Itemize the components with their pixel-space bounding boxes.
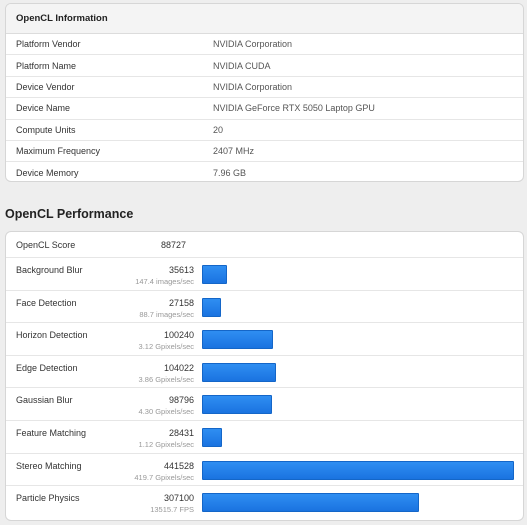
benchmark-throughput: 3.12 Gpixels/sec	[138, 342, 194, 352]
benchmark-throughput: 3.86 Gpixels/sec	[138, 374, 194, 384]
benchmark-row: Background Blur 35613 147.4 images/sec	[6, 258, 523, 291]
benchmark-bar	[202, 460, 514, 480]
benchmark-row: Face Detection 27158 88.7 images/sec	[6, 291, 523, 324]
benchmark-row: Horizon Detection 100240 3.12 Gpixels/sec	[6, 323, 523, 356]
benchmark-score: 98796	[168, 395, 194, 406]
opencl-performance-card: OpenCL Score 88727 Background Blur 35613 1…	[5, 231, 524, 521]
benchmark-score: 100240	[163, 330, 194, 341]
benchmark-name: Stereo Matching	[16, 460, 82, 471]
benchmark-throughput: 13515.7 FPS	[150, 505, 194, 515]
benchmark-name: Gaussian Blur	[16, 395, 73, 406]
opencl-information-card: OpenCL Information Platform Vendor NVIDI…	[5, 3, 524, 182]
score-row: OpenCL Score 88727	[6, 232, 523, 258]
benchmark-bar	[202, 297, 221, 317]
benchmark-bar	[202, 362, 276, 382]
benchmark-name: Edge Detection	[16, 362, 78, 373]
info-value: NVIDIA CUDA	[213, 60, 271, 71]
benchmark-row: Gaussian Blur 98796 4.30 Gpixels/sec	[6, 388, 523, 421]
info-table: Platform Vendor NVIDIA Corporation Platf…	[6, 34, 523, 181]
benchmark-score: 104022	[163, 362, 194, 373]
info-label: Maximum Frequency	[16, 146, 101, 157]
benchmark-row: Feature Matching 28431 1.12 Gpixels/sec	[6, 421, 523, 454]
benchmark-score: 27158	[168, 297, 194, 308]
benchmark-row: Particle Physics 307100 13515.7 FPS	[6, 486, 523, 519]
benchmark-bar	[202, 395, 272, 415]
benchmark-row: Stereo Matching 441528 419.7 Gpixels/sec	[6, 454, 523, 487]
info-value: 20	[213, 124, 224, 135]
info-row: Platform Name NVIDIA CUDA	[6, 55, 523, 77]
benchmark-name: Face Detection	[16, 297, 77, 308]
info-label: Platform Vendor	[16, 39, 81, 50]
info-row: Device Vendor NVIDIA Corporation	[6, 77, 523, 99]
benchmark-name: Horizon Detection	[16, 330, 88, 341]
benchmark-throughput: 1.12 Gpixels/sec	[138, 439, 194, 449]
info-value: NVIDIA Corporation	[213, 81, 293, 92]
info-row: Compute Units 20	[6, 120, 523, 141]
benchmark-list: Background Blur 35613 147.4 images/sec Face…	[6, 258, 523, 519]
info-label: Platform Name	[16, 60, 77, 71]
score-label: OpenCL Score	[16, 239, 76, 250]
benchmark-row: Edge Detection 104022 3.86 Gpixels/sec	[6, 356, 523, 389]
info-label: Device Name	[16, 103, 71, 114]
benchmark-name: Background Blur	[16, 265, 83, 275]
benchmark-bar	[202, 427, 222, 447]
info-value: NVIDIA GeForce RTX 5050 Laptop GPU	[213, 103, 375, 114]
score-value: 88727	[160, 239, 186, 250]
benchmark-throughput: 147.4 images/sec	[135, 277, 194, 286]
benchmark-score: 28431	[168, 427, 194, 438]
info-row: Device Name NVIDIA GeForce RTX 5050 Lapt…	[6, 98, 523, 120]
info-row: Platform Vendor NVIDIA Corporation	[6, 34, 523, 56]
benchmark-bar	[202, 265, 227, 284]
benchmark-throughput: 4.30 Gpixels/sec	[138, 407, 194, 417]
info-value: NVIDIA Corporation	[213, 39, 293, 50]
section-title: OpenCL Performance	[5, 207, 134, 221]
info-row: Device Memory 7.96 GB	[6, 162, 523, 181]
info-label: Device Vendor	[16, 81, 75, 92]
info-value: 2407 MHz	[213, 146, 255, 157]
benchmark-throughput: 419.7 Gpixels/sec	[134, 472, 194, 482]
info-label: Compute Units	[16, 124, 76, 135]
info-row: Maximum Frequency 2407 MHz	[6, 141, 523, 163]
benchmark-throughput: 88.7 images/sec	[139, 309, 194, 319]
card-title: OpenCL Information	[6, 4, 523, 34]
benchmark-score: 441528	[163, 460, 194, 471]
benchmark-name: Feature Matching	[16, 427, 87, 438]
benchmark-score: 307100	[163, 493, 194, 504]
benchmark-bar	[202, 330, 273, 350]
benchmark-score: 35613	[168, 265, 194, 275]
info-label: Device Memory	[16, 168, 79, 179]
benchmark-name: Particle Physics	[16, 493, 80, 504]
benchmark-bar	[202, 493, 419, 513]
info-value: 7.96 GB	[213, 168, 247, 179]
